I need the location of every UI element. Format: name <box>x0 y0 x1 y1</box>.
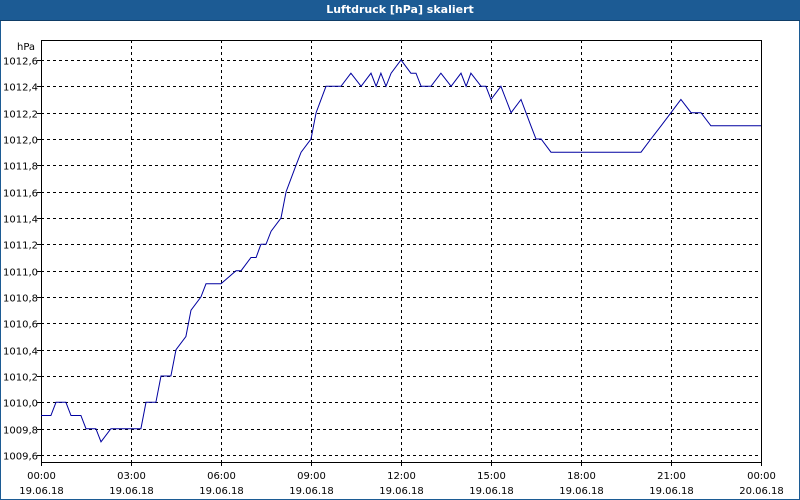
y-tick-label: 1010,6 <box>3 320 38 331</box>
x-tick-time: 21:00 <box>657 471 686 482</box>
grid <box>41 40 761 462</box>
x-tick-time: 00:00 <box>27 471 56 482</box>
y-tick-label: 1011,2 <box>3 241 38 252</box>
window-border-left <box>0 21 1 500</box>
x-tick-time: 18:00 <box>567 471 596 482</box>
series-group <box>41 59 761 443</box>
y-tick-label: 1012,2 <box>3 110 38 121</box>
y-tick-label: 1011,0 <box>3 268 38 279</box>
x-tick-date: 19.06.18 <box>109 486 154 497</box>
y-tick-label: 1012,0 <box>3 136 38 147</box>
x-tick-time: 06:00 <box>207 471 236 482</box>
x-tick-date: 19.06.18 <box>289 486 334 497</box>
y-tick-label: 1011,8 <box>3 162 38 173</box>
x-axis-ticks: 00:00 19.06.18 03:00 19.06.18 06:00 19.06.18 0… <box>19 462 784 497</box>
x-tick-date: 19.06.18 <box>649 486 694 497</box>
y-tick-label: 1012,4 <box>3 83 38 94</box>
x-tick-time: 15:00 <box>477 471 506 482</box>
y-tick-label: 1011,6 <box>3 189 38 200</box>
x-tick-time: 00:00 <box>747 471 776 482</box>
x-tick-time: 03:00 <box>117 471 146 482</box>
x-tick-date: 19.06.18 <box>199 486 244 497</box>
y-tick-label: 1009,8 <box>3 426 38 437</box>
x-tick-date: 19.06.18 <box>559 486 604 497</box>
y-axis-unit: hPa <box>17 42 35 53</box>
series-line <box>41 59 761 443</box>
y-tick-label: 1010,8 <box>3 294 38 305</box>
y-tick-label: 1012,6 <box>3 57 38 68</box>
x-tick-date: 19.06.18 <box>469 486 514 497</box>
y-axis-ticks: 1012,6 1012,4 1012,2 1012,0 1011,8 1011,6 1011… <box>3 57 41 463</box>
y-tick-label: 1009,6 <box>3 452 38 463</box>
x-tick-time: 09:00 <box>297 471 326 482</box>
x-tick-date: 19.06.18 <box>379 486 424 497</box>
y-tick-label: 1011,4 <box>3 215 38 226</box>
x-tick-date: 20.06.18 <box>739 486 784 497</box>
title-bar: Luftdruck [hPa] skaliert <box>0 0 800 21</box>
y-tick-label: 1010,0 <box>3 399 38 410</box>
x-tick-time: 12:00 <box>387 471 416 482</box>
y-tick-label: 1010,2 <box>3 373 38 384</box>
x-tick-date: 19.06.18 <box>19 486 64 497</box>
y-tick-label: 1010,4 <box>3 347 38 358</box>
chart-title: Luftdruck [hPa] skaliert <box>326 3 474 16</box>
